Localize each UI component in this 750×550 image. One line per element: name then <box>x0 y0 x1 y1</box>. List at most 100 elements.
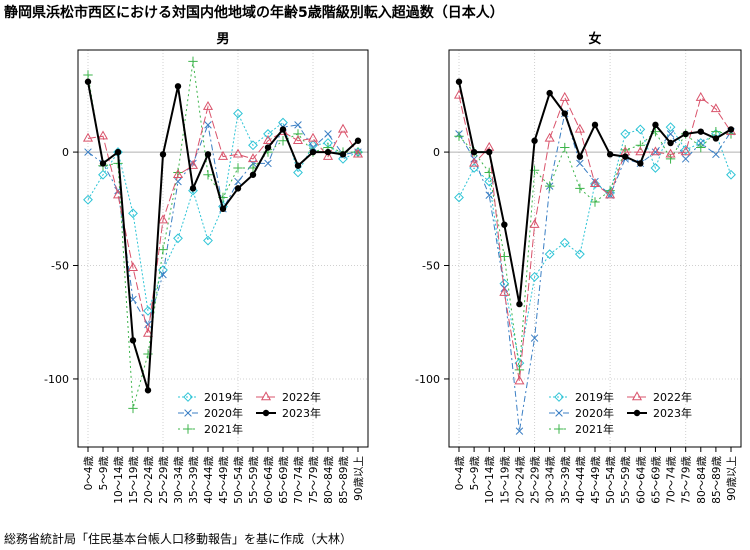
source-note: 総務省統計局「住民基本台帳人口移動報告」を基に作成（大林） <box>4 532 353 546</box>
data-point <box>263 129 273 139</box>
data-point <box>203 170 213 180</box>
data-point <box>309 148 317 156</box>
data-point <box>499 251 510 262</box>
series-line <box>87 61 358 409</box>
x-tick-label: 75～79歳 <box>681 456 693 504</box>
data-point <box>712 150 720 159</box>
data-point <box>83 194 93 205</box>
data-point <box>174 83 182 90</box>
data-point <box>514 365 525 375</box>
x-tick-label: 40～44歳 <box>203 456 215 504</box>
x-tick-label: 50～54歳 <box>233 456 245 504</box>
data-point <box>173 233 183 244</box>
x-tick-label: 65～69歳 <box>278 456 290 504</box>
y-tick-label: 0 <box>433 146 440 159</box>
data-point <box>233 163 243 173</box>
data-point <box>187 159 199 169</box>
data-point <box>82 132 94 142</box>
data-point <box>635 140 646 150</box>
chart-panel-1: 男 -100 -50 0 0～4歳 5～9歳 10～14歳 15～19歳 20～24歳 25～29… <box>44 32 369 504</box>
data-point <box>293 129 303 139</box>
legend: 2019年 2020年 2021年 2022年 2023年 <box>549 390 692 436</box>
data-point <box>576 159 584 168</box>
data-point <box>84 148 92 156</box>
data-point <box>484 176 495 187</box>
data-point <box>354 137 362 144</box>
data-point <box>292 135 304 144</box>
data-point <box>279 126 287 133</box>
legend-label: 2021年 <box>575 422 614 436</box>
data-point <box>695 91 706 101</box>
data-point <box>202 101 214 110</box>
series-2023年 <box>455 78 735 308</box>
x-tick-label: 90歳以上 <box>726 456 738 501</box>
x-tick-label: 35～39歳 <box>560 456 572 504</box>
x-tick-label: 20～24歳 <box>514 456 526 504</box>
x-tick-label: 10～14歳 <box>113 456 125 504</box>
data-point <box>484 167 494 178</box>
data-point <box>711 126 721 137</box>
data-point <box>234 185 242 192</box>
data-point <box>264 144 272 151</box>
x-tick-label: 60～64歳 <box>635 456 647 504</box>
x-tick-label: 0～4歳 <box>454 456 466 491</box>
x-tick-label: 85～89歳 <box>711 456 723 504</box>
data-point <box>248 140 258 151</box>
data-point <box>307 132 319 142</box>
legend-marker <box>554 392 564 402</box>
data-point <box>605 188 616 198</box>
data-point <box>680 146 691 156</box>
data-point <box>697 128 704 135</box>
legend-marker <box>184 409 192 417</box>
data-point <box>172 169 184 178</box>
data-point <box>278 136 288 146</box>
data-point <box>652 121 659 129</box>
data-point <box>99 160 107 167</box>
data-point <box>114 148 122 156</box>
data-point <box>622 153 629 160</box>
data-point <box>455 78 463 85</box>
data-point <box>680 144 691 155</box>
x-tick-label: 80～84歳 <box>696 456 708 504</box>
data-point <box>590 178 600 189</box>
data-point <box>322 150 334 160</box>
x-tick-label: 40～44歳 <box>575 456 587 504</box>
x-tick-label: 90歳以上 <box>353 456 365 501</box>
data-point <box>188 56 198 67</box>
legend-label: 2019年 <box>575 390 614 404</box>
data-point <box>575 183 585 194</box>
legend-label: 2020年 <box>575 406 614 420</box>
panel-title: 女 <box>588 31 601 47</box>
data-point <box>544 249 555 260</box>
data-point <box>710 103 721 113</box>
data-point <box>574 249 585 260</box>
series-line <box>458 81 732 305</box>
legend-marker <box>633 409 641 417</box>
legend-label: 2020年 <box>204 406 243 420</box>
chart-panel-2: 女 -100 -50 0 0～4歳 5～9歳 10～14歳 15～19歳 20～24歳 25～29… <box>415 31 742 504</box>
series-2022年 <box>82 101 364 337</box>
data-point <box>204 121 212 129</box>
data-point <box>514 375 525 385</box>
x-tick-label: 0～4歳 <box>83 456 95 491</box>
data-point <box>560 142 570 153</box>
legend: 2019年 2020年 2021年 2022年 2023年 <box>178 390 321 436</box>
data-point <box>144 387 152 394</box>
x-tick-label: 30～34歳 <box>173 456 185 504</box>
x-tick-label: 50～54歳 <box>605 456 617 504</box>
series-line <box>458 130 732 370</box>
x-tick-label: 30～34歳 <box>545 456 557 504</box>
data-point <box>667 139 674 147</box>
data-point <box>217 150 229 160</box>
data-point <box>635 146 646 156</box>
legend-marker <box>183 424 193 434</box>
data-point <box>501 221 508 228</box>
series-line <box>458 126 732 364</box>
x-tick-label: 35～39歳 <box>188 456 200 504</box>
data-point <box>530 334 539 342</box>
x-tick-label: 45～49歳 <box>218 456 230 504</box>
legend-marker <box>554 424 564 434</box>
x-tick-label: 80～84歳 <box>323 456 335 504</box>
legend-label: 2019年 <box>204 390 243 404</box>
data-point <box>264 159 272 168</box>
